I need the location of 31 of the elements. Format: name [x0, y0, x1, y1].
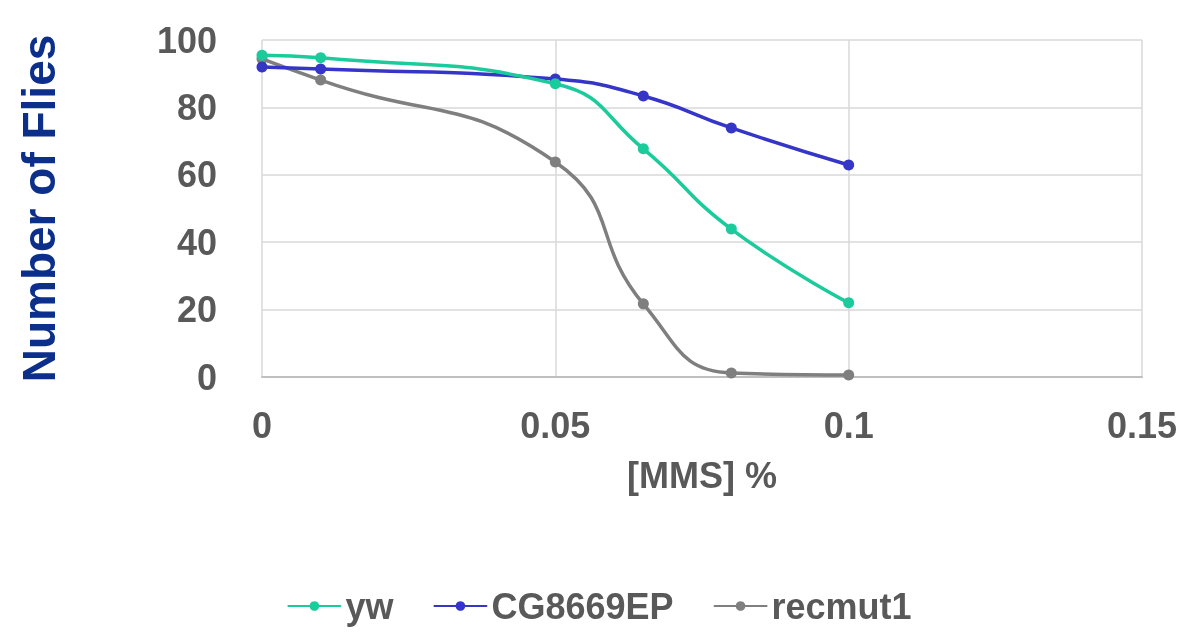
- y-tick-label: 0: [196, 356, 217, 398]
- point: [315, 52, 327, 64]
- point: [637, 143, 649, 155]
- point: [843, 369, 855, 381]
- x-tick-label: 0.15: [1106, 404, 1178, 446]
- y-tick-label: 20: [176, 289, 217, 331]
- point: [256, 61, 268, 73]
- x-tick-label: 0.1: [823, 404, 874, 446]
- y-tick-label: 40: [176, 221, 217, 263]
- point: [843, 159, 855, 171]
- y-axis-title: Number of Flies: [13, 34, 65, 383]
- legend-label: recmut1: [771, 585, 912, 627]
- y-tick-label: 80: [176, 86, 217, 128]
- point: [315, 74, 327, 86]
- x-tick-label: 0.05: [520, 404, 591, 446]
- x-axis-title: [MMS] %: [627, 454, 777, 496]
- point: [549, 78, 561, 90]
- y-tick-label: 60: [176, 154, 217, 196]
- point: [843, 297, 855, 309]
- legend-label: CG8669EP: [491, 585, 674, 627]
- y-tick-label: 100: [156, 19, 217, 61]
- point: [549, 156, 561, 168]
- x-tick-label: 0: [251, 404, 273, 446]
- point: [725, 223, 737, 235]
- point: [637, 298, 649, 310]
- point: [725, 122, 737, 134]
- point: [315, 63, 327, 75]
- point: [637, 90, 649, 102]
- point: [256, 49, 268, 61]
- legend-label: yw: [345, 585, 395, 627]
- point: [725, 367, 737, 379]
